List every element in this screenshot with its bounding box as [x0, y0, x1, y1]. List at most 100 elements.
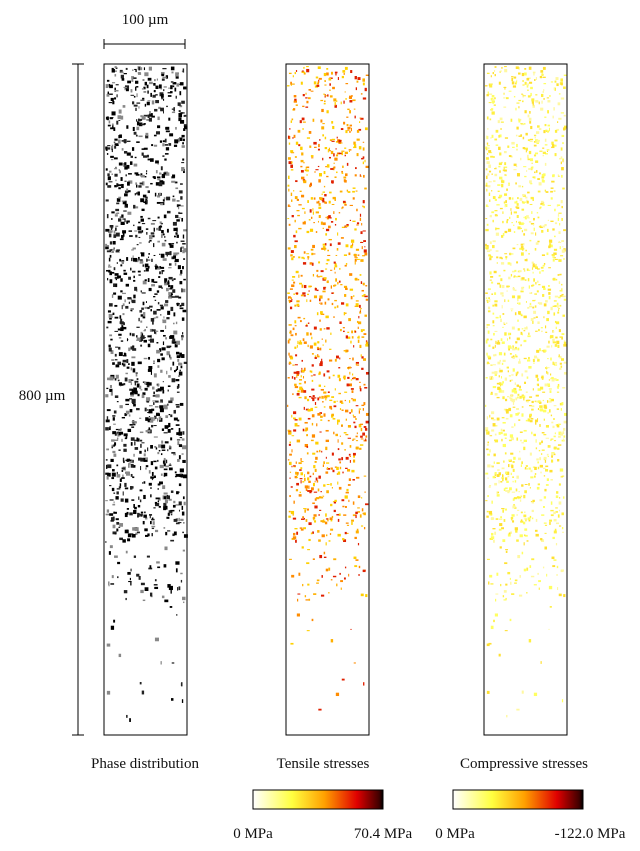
- speckle: [298, 228, 301, 229]
- speckle: [295, 419, 298, 420]
- speckle: [151, 526, 155, 527]
- speckle: [168, 292, 171, 295]
- speckle: [177, 200, 180, 201]
- speckle: [124, 273, 128, 275]
- speckle: [488, 345, 490, 347]
- speckle: [502, 474, 503, 477]
- speckle: [116, 528, 118, 531]
- speckle: [494, 331, 497, 332]
- speckle: [524, 534, 525, 536]
- speckle: [488, 300, 490, 302]
- speckle: [487, 153, 488, 155]
- speckle: [114, 146, 116, 149]
- speckle: [106, 449, 109, 451]
- speckle: [173, 505, 176, 508]
- speckle: [114, 267, 116, 270]
- speckle: [558, 102, 561, 105]
- speckle: [352, 390, 354, 393]
- speckle: [485, 244, 487, 247]
- speckle: [167, 211, 171, 214]
- speckle: [176, 96, 177, 99]
- speckle: [529, 396, 532, 397]
- speckle: [313, 119, 315, 122]
- speckle: [357, 153, 359, 156]
- speckle: [349, 478, 351, 481]
- speckle: [503, 422, 506, 424]
- speckle: [558, 176, 560, 177]
- speckle: [366, 299, 368, 301]
- speckle: [169, 499, 172, 501]
- speckle: [291, 575, 294, 578]
- speckle: [314, 327, 317, 330]
- speckle: [363, 402, 365, 405]
- speckle: [296, 483, 299, 486]
- speckle: [487, 691, 490, 694]
- speckle: [528, 159, 531, 161]
- speckle: [323, 228, 324, 229]
- speckle: [543, 130, 545, 133]
- speckle: [541, 441, 543, 444]
- speckle: [143, 600, 146, 601]
- speckle: [291, 169, 294, 170]
- speckle: [501, 439, 502, 442]
- speckle: [312, 502, 315, 504]
- speckle: [136, 86, 138, 87]
- speckle: [122, 78, 125, 81]
- speckle: [528, 483, 530, 486]
- speckle: [306, 434, 308, 436]
- speckle: [109, 258, 111, 262]
- speckle: [150, 420, 153, 423]
- speckle: [505, 630, 508, 631]
- speckle: [485, 85, 487, 86]
- speckle: [563, 428, 565, 431]
- speckle: [293, 429, 296, 431]
- speckle: [521, 512, 523, 514]
- speckle: [538, 580, 541, 582]
- speckle: [331, 579, 333, 580]
- speckle: [496, 144, 499, 145]
- speckle: [305, 97, 307, 98]
- speckle: [107, 80, 109, 82]
- speckle: [508, 459, 511, 460]
- speckle: [518, 119, 520, 122]
- speckle: [154, 135, 157, 137]
- speckle: [543, 468, 546, 469]
- speckle: [312, 353, 314, 355]
- speckle: [356, 362, 359, 364]
- speckle: [112, 488, 114, 491]
- speckle: [562, 699, 563, 702]
- speckle: [362, 295, 365, 297]
- speckle: [325, 137, 326, 140]
- speckle: [107, 644, 111, 647]
- speckle: [365, 439, 366, 442]
- speckle: [332, 139, 335, 140]
- speckle: [501, 390, 504, 393]
- speckle: [535, 473, 536, 475]
- speckle: [131, 95, 135, 96]
- speckle: [515, 480, 516, 482]
- speckle: [499, 177, 502, 180]
- speckle: [138, 318, 139, 321]
- speckle: [149, 67, 152, 71]
- speckle: [504, 201, 505, 203]
- speckle: [182, 699, 183, 703]
- speckle: [488, 92, 489, 95]
- speckle: [142, 230, 143, 232]
- speckle: [486, 206, 489, 207]
- speckle: [530, 476, 533, 478]
- speckle: [170, 335, 174, 338]
- speckle: [539, 402, 541, 403]
- speckle: [527, 157, 529, 159]
- speckle: [335, 218, 337, 220]
- speckle: [535, 282, 536, 284]
- speckle: [536, 519, 537, 522]
- speckle: [363, 230, 366, 231]
- speckle: [112, 82, 115, 83]
- speckle: [332, 126, 334, 129]
- speckle: [173, 501, 175, 503]
- speckle: [487, 143, 488, 145]
- speckle: [106, 388, 108, 389]
- speckle: [525, 535, 528, 537]
- speckle: [339, 514, 341, 516]
- speckle: [131, 249, 134, 250]
